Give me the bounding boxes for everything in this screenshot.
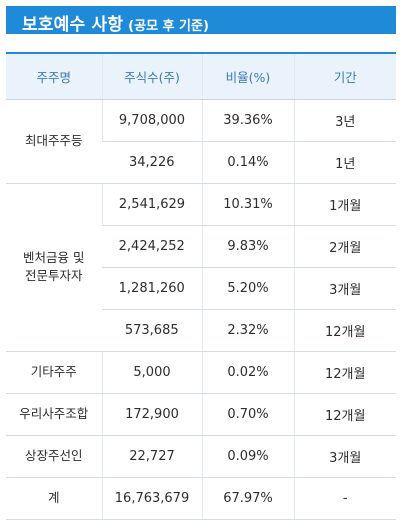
table-row: 34,226 0.14% 1년 (6, 141, 396, 184)
cell-period: 3개월 (293, 435, 396, 478)
holder-total: 계 (6, 477, 102, 520)
cell-period: 1년 (293, 141, 396, 184)
page-title: 보호예수 사항 (22, 15, 124, 35)
header-period: 기간 (293, 52, 396, 100)
cell-shares: 22,727 (101, 435, 202, 478)
cell-shares: 9,708,000 (101, 99, 202, 142)
cell-ratio: 0.09% (201, 435, 294, 478)
holder-largest-shareholder: 최대주주등 (6, 99, 102, 184)
cell-shares: 573,685 (102, 309, 202, 352)
cell-shares: 5,000 (101, 351, 202, 394)
cell-shares: 1,281,260 (102, 267, 202, 310)
holder-name-line: 벤처금융 및 (23, 250, 85, 265)
holder-underwriter: 상장주선인 (6, 435, 102, 478)
cell-ratio: 39.36% (201, 99, 294, 142)
cell-ratio: 0.02% (201, 351, 294, 394)
header-row: 주주명 주식수(주) 비율(%) 기간 (6, 52, 396, 100)
title-bar: 보호예수 사항 (공모 후 기준) (6, 6, 396, 35)
cell-period: 12개월 (293, 393, 396, 436)
holder-other: 기타주주 (6, 351, 102, 394)
cell-period: - (293, 477, 396, 520)
cell-period: 3년 (293, 99, 396, 142)
cell-shares: 2,541,629 (101, 183, 202, 226)
cell-period: 12개월 (293, 309, 396, 352)
holder-esop: 우리사주조합 (6, 393, 102, 436)
page-subtitle: (공모 후 기준) (128, 19, 209, 34)
cell-period: 12개월 (293, 351, 396, 394)
cell-ratio: 5.20% (201, 267, 294, 310)
cell-period: 3개월 (293, 267, 396, 310)
table-row: 상장주선인 22,727 0.09% 3개월 (6, 435, 396, 478)
cell-ratio: 2.32% (201, 309, 294, 352)
table-row: 기타주주 5,000 0.02% 12개월 (6, 351, 396, 394)
lockup-table: 주주명 주식수(주) 비율(%) 기간 최대주주등 9,708,000 39.3… (6, 52, 396, 520)
cell-shares: 172,900 (101, 393, 202, 436)
cell-ratio: 10.31% (201, 183, 294, 226)
cell-ratio: 9.83% (201, 225, 294, 268)
header-shares: 주식수(주) (101, 52, 202, 100)
table-row: 벤처금융 및 전문투자자 2,541,629 10.31% 1개월 (6, 183, 396, 352)
cell-ratio: 0.70% (201, 393, 294, 436)
table-row: 2,424,252 9.83% 2개월 (6, 225, 396, 268)
total-row: 계 16,763,679 67.97% - (6, 477, 396, 520)
cell-shares: 16,763,679 (101, 477, 202, 520)
holder-name-line: 전문투자자 (24, 268, 83, 283)
table-row: 1,281,260 5.20% 3개월 (6, 267, 396, 310)
table-row: 573,685 2.32% 12개월 (6, 309, 396, 352)
cell-shares: 2,424,252 (102, 225, 202, 268)
table-row: 우리사주조합 172,900 0.70% 12개월 (6, 393, 396, 436)
table-row: 최대주주등 9,708,000 39.36% 3년 (6, 99, 396, 184)
cell-ratio: 0.14% (201, 141, 294, 184)
cell-period: 1개월 (293, 183, 396, 226)
holder-venture-investors: 벤처금융 및 전문투자자 (6, 183, 102, 352)
cell-ratio: 67.97% (201, 477, 294, 520)
header-ratio: 비율(%) (201, 52, 294, 100)
cell-period: 2개월 (293, 225, 396, 268)
header-holder: 주주명 (6, 52, 102, 100)
cell-shares: 34,226 (102, 141, 202, 184)
